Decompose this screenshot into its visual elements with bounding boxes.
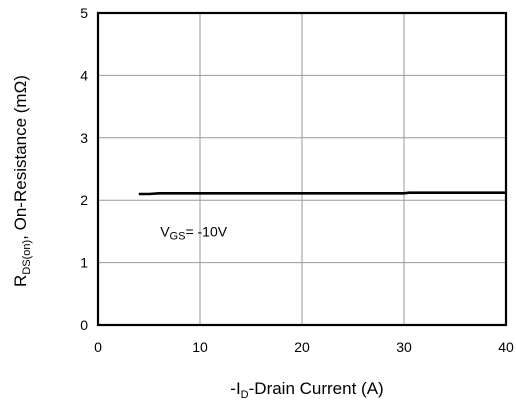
- x-axis-title-suffix: -Drain Current (A): [249, 379, 384, 398]
- y-tick-label: 1: [80, 255, 88, 271]
- y-tick-label: 2: [80, 192, 88, 208]
- x-tick-label: 10: [192, 339, 208, 355]
- grid-lines: [98, 13, 506, 325]
- vgs-annotation-suffix: = -10V: [185, 223, 227, 239]
- x-axis-title-prefix: -I: [230, 379, 240, 398]
- vgs-annotation-subscript: GS: [170, 230, 186, 242]
- x-tick-label: 20: [294, 339, 310, 355]
- x-axis-title-subscript: D: [241, 389, 249, 401]
- y-tick-label: 3: [80, 130, 88, 146]
- x-tick-label: 30: [396, 339, 412, 355]
- rds-on-curve: [138, 191, 506, 196]
- y-tick-label: 4: [80, 67, 88, 83]
- series-group: [138, 191, 506, 196]
- y-axis-title: RDS(on), On-Resistance (mΩ): [11, 75, 33, 287]
- tick-labels: 0 10 20 30 40 0 1 2 3 4 5: [80, 5, 514, 355]
- vgs-annotation: VGS= -10V: [160, 223, 228, 242]
- plot-frame: [96, 11, 508, 327]
- x-axis-title: -ID-Drain Current (A): [230, 379, 383, 401]
- y-axis-title-subscript: DS(on): [21, 240, 33, 275]
- x-tick-label: 40: [498, 339, 514, 355]
- y-axis-title-suffix: , On-Resistance (mΩ): [11, 75, 30, 240]
- vgs-annotation-prefix: V: [160, 223, 170, 239]
- y-tick-label: 0: [80, 317, 88, 333]
- y-axis-title-prefix: R: [11, 275, 30, 287]
- y-tick-label: 5: [80, 5, 88, 21]
- x-tick-label: 0: [94, 339, 102, 355]
